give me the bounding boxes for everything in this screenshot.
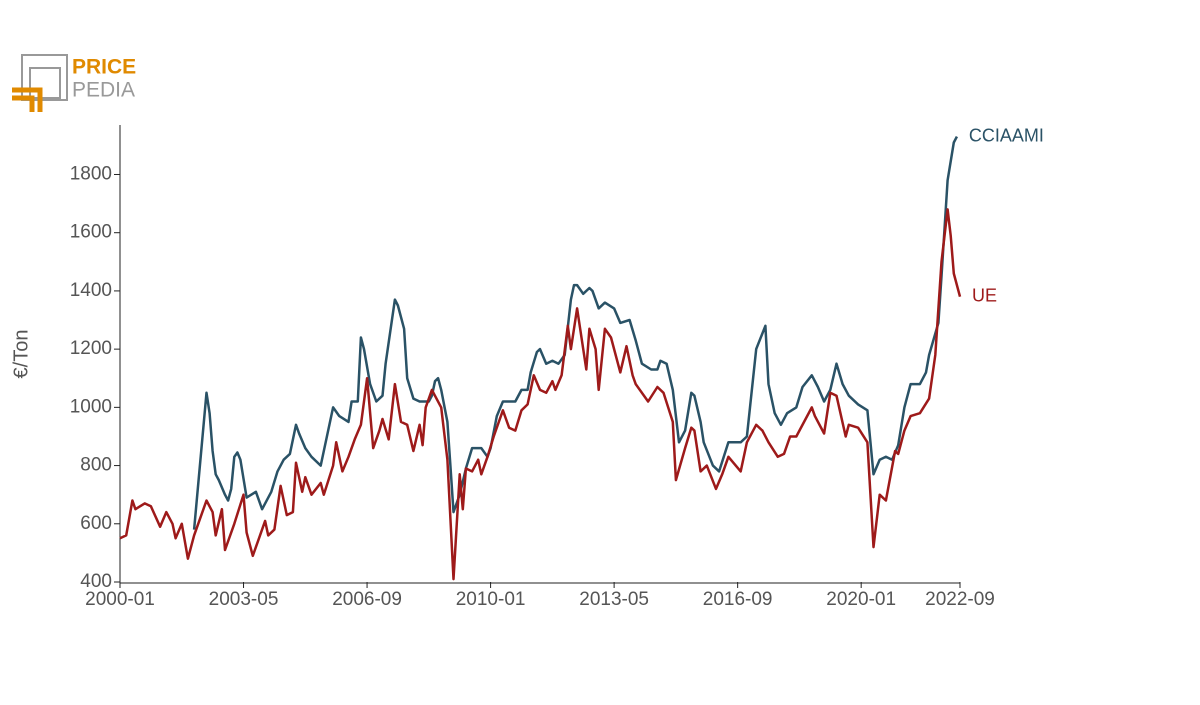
y-tick-label: 1800	[70, 163, 112, 184]
x-tick-label: 2020-01	[826, 589, 896, 610]
series-label: CCIAAMI	[969, 125, 1044, 145]
logo-text: PEDIA	[72, 79, 135, 102]
x-tick-label: 2000-01	[85, 589, 155, 610]
x-tick-label: 2013-05	[579, 589, 649, 610]
x-tick-label: 2006-09	[332, 589, 402, 610]
logo: PRICE PEDIA	[12, 54, 136, 112]
y-tick-label: 1400	[70, 280, 112, 301]
y-tick-label: 1000	[70, 396, 112, 417]
x-tick-label: 2016-09	[703, 589, 773, 610]
series-line	[119, 208, 962, 581]
series-label: UE	[972, 285, 997, 305]
series-line	[192, 136, 959, 530]
logo-text: PRICE	[72, 56, 136, 79]
y-tick-label: 800	[80, 455, 112, 476]
logo-frame	[29, 67, 61, 99]
logo-bracket	[12, 87, 43, 112]
logo-frame	[21, 54, 68, 101]
y-tick-label: 1200	[70, 338, 112, 359]
x-tick-label: 2003-05	[209, 589, 279, 610]
y-tick-label: 1600	[70, 222, 112, 243]
y-tick-label: 400	[80, 571, 112, 592]
x-tick-label: 2010-01	[456, 589, 526, 610]
x-tick-label: 2022-09	[925, 589, 995, 610]
y-tick-label: 600	[80, 513, 112, 534]
y-axis-label: €/Ton	[10, 330, 32, 379]
